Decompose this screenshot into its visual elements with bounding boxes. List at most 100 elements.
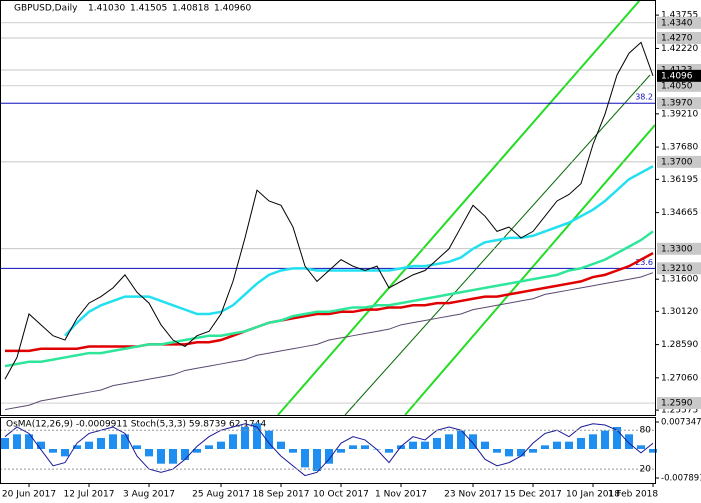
osma-bar bbox=[241, 426, 249, 450]
ohlc: 1.41030 bbox=[88, 4, 125, 14]
y-tick-label: -0.007891 bbox=[661, 474, 701, 484]
indicator-title: OsMA(12,26,9) -0.0009911 Stoch(5,3,3) 59… bbox=[6, 420, 266, 430]
series-line bbox=[4, 423, 654, 477]
x-tick-label: 18 Sep 2017 bbox=[252, 490, 309, 500]
series-line bbox=[5, 252, 654, 353]
osma-bar bbox=[325, 449, 333, 464]
osma-bar bbox=[97, 437, 105, 450]
osma-bar bbox=[433, 437, 441, 450]
y-tick-label: 1.43755 bbox=[661, 11, 698, 21]
y-tick-label: 1.39210 bbox=[661, 109, 698, 119]
osma-bar bbox=[1, 437, 9, 450]
x-tick-label: 10 Jan 2018 bbox=[566, 490, 620, 500]
channel-line bbox=[344, 74, 651, 416]
level-box bbox=[657, 262, 701, 275]
ohlc: 1.40818 bbox=[172, 4, 209, 14]
x-tick-label: 23 Nov 2017 bbox=[444, 490, 502, 500]
y-tick-label: 1.30120 bbox=[661, 307, 698, 317]
osma-bar bbox=[613, 426, 621, 450]
osma-bar bbox=[421, 441, 429, 450]
x-tick-label: 10 Oct 2017 bbox=[313, 490, 369, 500]
osma-bar bbox=[145, 449, 153, 457]
x-tick-label: 20 Jun 2017 bbox=[2, 490, 56, 500]
y-tick-label: 1.25575 bbox=[661, 406, 698, 416]
level-box bbox=[657, 155, 701, 168]
osma-bar bbox=[505, 449, 513, 457]
y-tick-label: 1.28590 bbox=[661, 340, 698, 350]
osma-bar bbox=[517, 449, 525, 457]
osma-bar bbox=[289, 449, 297, 453]
osma-bar bbox=[553, 441, 561, 450]
series-line bbox=[64, 165, 654, 337]
osma-bar bbox=[157, 449, 165, 464]
osma-bar bbox=[61, 449, 69, 457]
fib-label: 38.2 bbox=[635, 93, 653, 102]
series-line bbox=[4, 272, 654, 411]
x-tick-label: 25 Aug 2017 bbox=[192, 490, 250, 500]
osma-bar bbox=[493, 449, 501, 453]
osma-bar bbox=[349, 445, 357, 450]
osma-bar bbox=[73, 445, 81, 450]
osma-bar bbox=[181, 449, 189, 461]
level-label: 1.4050 bbox=[661, 81, 693, 91]
osma-bar bbox=[469, 434, 477, 450]
y-tick-label: 0.007347 bbox=[661, 418, 701, 428]
osma-bar bbox=[529, 449, 537, 453]
osma-bar bbox=[337, 449, 345, 453]
osma-bar bbox=[577, 437, 585, 450]
osma-bar bbox=[625, 434, 633, 450]
y-tick-label: 1.31600 bbox=[661, 275, 698, 285]
channel-lines bbox=[277, 0, 656, 416]
y2-tick-label: 20 bbox=[640, 465, 652, 475]
osma-bar bbox=[13, 434, 21, 450]
osma-bar bbox=[37, 441, 45, 450]
level-box bbox=[657, 32, 701, 45]
osma-bar bbox=[601, 430, 609, 450]
ohlc: 1.40960 bbox=[214, 4, 251, 14]
x-tick-label: 12 Jul 2017 bbox=[64, 490, 115, 500]
x-tick-label: 3 Aug 2017 bbox=[123, 490, 175, 500]
x-tick-label: 1 Feb 2018 bbox=[608, 490, 659, 500]
osma-bar bbox=[481, 441, 489, 450]
level-box bbox=[657, 69, 701, 82]
osma-bar bbox=[565, 441, 573, 450]
series-line bbox=[4, 41, 654, 380]
osma-bar bbox=[445, 434, 453, 450]
y-tick-label: 1.37680 bbox=[661, 143, 698, 153]
osma-bar bbox=[205, 445, 213, 450]
osma-bar bbox=[217, 441, 225, 450]
osma-bar bbox=[229, 434, 237, 450]
osma-bar bbox=[301, 449, 309, 468]
osma-bar bbox=[193, 449, 201, 453]
ohlc: 1.41505 bbox=[130, 4, 167, 14]
level-label: 1.3210 bbox=[661, 264, 693, 274]
level-box bbox=[657, 397, 701, 410]
channel-line bbox=[277, 0, 641, 416]
osma-bar bbox=[253, 423, 261, 450]
y-tick-label: 1.36195 bbox=[661, 175, 698, 185]
level-label: 1.4270 bbox=[661, 34, 693, 44]
osma-bar bbox=[385, 449, 393, 453]
level-label: 1.3300 bbox=[661, 244, 693, 254]
osma-bar bbox=[49, 449, 57, 453]
y2-tick-label: 80 bbox=[640, 426, 652, 436]
osma-bar bbox=[277, 441, 285, 450]
osma-bar bbox=[649, 449, 657, 453]
osma-bar bbox=[409, 441, 417, 450]
level-label: 1.4340 bbox=[661, 18, 693, 28]
osma-bar bbox=[361, 445, 369, 450]
osma-bar bbox=[457, 430, 465, 450]
osma-bar bbox=[637, 445, 645, 450]
osma-bar bbox=[133, 445, 141, 450]
y-tick-label: 1.42220 bbox=[661, 44, 698, 54]
series-line bbox=[4, 230, 654, 368]
osma-bar bbox=[541, 445, 549, 450]
level-box bbox=[657, 97, 701, 110]
chart-title: GBPUSD,Daily bbox=[14, 4, 78, 14]
osma-bar bbox=[121, 434, 129, 450]
level-label: 1.4096 bbox=[661, 71, 693, 81]
osma-bar bbox=[25, 434, 33, 450]
main-frame bbox=[0, 0, 656, 416]
osma-bar bbox=[265, 430, 273, 450]
